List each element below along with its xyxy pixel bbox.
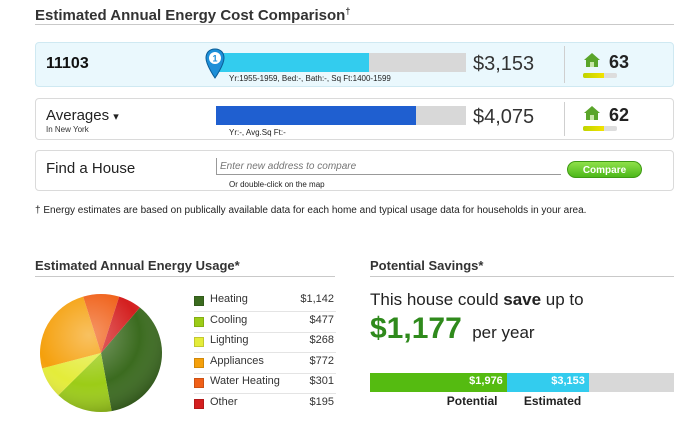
savings-amount-line: $1,177 per year [370, 312, 535, 346]
averages-cost-bar-fill [216, 106, 416, 125]
legend-value: $195 [309, 395, 334, 408]
savings-statement: This house could save up to [370, 290, 584, 310]
legend-item: Lighting $268 [194, 333, 334, 353]
averages-dropdown[interactable]: Averages ▾ [46, 107, 119, 124]
savings-title: Potential Savings* [370, 258, 484, 273]
legend-value: $477 [309, 313, 334, 326]
compare-button[interactable]: Compare [567, 161, 642, 178]
score-divider [564, 46, 565, 83]
averages-cost: $4,075 [473, 106, 535, 128]
legend-label: Cooling [210, 313, 248, 326]
averages-energy-score: 62 [609, 105, 630, 125]
legend-item: Appliances $772 [194, 354, 334, 374]
legend-label: Heating [210, 293, 248, 305]
legend-item: Cooling $477 [194, 313, 334, 333]
legend-divider [194, 372, 336, 374]
legend-value: $268 [309, 334, 334, 346]
legend-label: Lighting [210, 334, 249, 346]
legend-item: Heating $1,142 [194, 292, 334, 312]
estimated-value: $3,153 [551, 375, 585, 387]
legend-item: Other $195 [194, 395, 334, 415]
legend-divider [194, 311, 336, 312]
usage-title: Estimated Annual Energy Usage* [35, 258, 240, 273]
averages-score-meter [583, 126, 617, 131]
usage-rule [35, 276, 335, 277]
legend-swatch [194, 316, 204, 327]
legend-value: $1,142 [300, 293, 334, 305]
house-cost-bar [216, 53, 466, 72]
pin-number: 1 [212, 54, 217, 64]
savings-prefix: This house could [370, 290, 504, 309]
house-score-meter-fill [583, 73, 605, 78]
house-icon [583, 105, 601, 121]
potential-value: $1,976 [469, 375, 503, 387]
averages-label: Averages [46, 107, 110, 124]
score-divider [564, 102, 565, 136]
address-input[interactable] [216, 158, 561, 175]
legend-swatch [194, 296, 204, 306]
legend-value: $772 [309, 354, 334, 367]
legend-swatch [194, 357, 204, 368]
legend-swatch [194, 398, 204, 409]
legend-divider [194, 352, 336, 353]
house-cost: $3,153 [473, 53, 535, 75]
legend-swatch [194, 378, 204, 388]
legend-label: Other [210, 395, 238, 408]
legend-swatch [194, 337, 204, 347]
house-cost-bar-fill [216, 53, 369, 72]
potential-bar-fill [370, 373, 507, 392]
estimated-label: Estimated [523, 394, 582, 408]
legend-label: Appliances [210, 354, 264, 367]
house-name: 11103 [46, 55, 89, 72]
dagger-mark: † [345, 6, 351, 16]
map-pin-icon: 1 [205, 48, 225, 84]
savings-bar: $1,976 $3,153 [370, 373, 674, 392]
house-details: Yr:1955-1959, Bed:-, Bath:-, Sq Ft:1400-… [229, 74, 391, 83]
legend-divider [194, 331, 336, 333]
averages-score-meter-fill [583, 126, 605, 131]
savings-per: per year [472, 323, 535, 342]
chevron-down-icon: ▾ [113, 111, 119, 123]
potential-label: Potential [446, 394, 498, 408]
find-hint: Or double-click on the map [229, 180, 325, 189]
savings-suffix: up to [541, 290, 584, 309]
savings-rule [370, 276, 674, 277]
averages-row: Averages ▾ In New York Yr:-, Avg.Sq Ft:-… [35, 98, 674, 140]
legend-label: Water Heating [210, 375, 280, 387]
legend-value: $301 [309, 375, 334, 387]
averages-cost-bar [216, 106, 466, 125]
page-title-text: Estimated Annual Energy Cost Comparison [35, 7, 346, 24]
savings-save-word: save [503, 290, 542, 309]
legend-divider [194, 393, 336, 394]
footnote: † Energy estimates are based on publical… [35, 205, 587, 216]
find-house-row: Find a House Or double-click on the map … [35, 150, 674, 191]
legend-item: Water Heating $301 [194, 374, 334, 394]
house-row[interactable]: 11103 1 Yr:1955-1959, Bed:-, Bath:-, Sq … [35, 42, 674, 87]
energy-usage-pie-chart [40, 294, 162, 412]
page-title: Estimated Annual Energy Cost Comparison† [35, 6, 350, 24]
find-house-label: Find a House [46, 160, 136, 177]
house-score-meter [583, 73, 617, 78]
averages-location: In New York [46, 125, 89, 134]
pie-shading [40, 294, 162, 412]
savings-amount: $1,177 [370, 312, 462, 345]
house-icon [583, 52, 601, 68]
title-rule [35, 24, 674, 25]
house-energy-score: 63 [609, 52, 630, 72]
averages-details: Yr:-, Avg.Sq Ft:- [229, 128, 286, 137]
